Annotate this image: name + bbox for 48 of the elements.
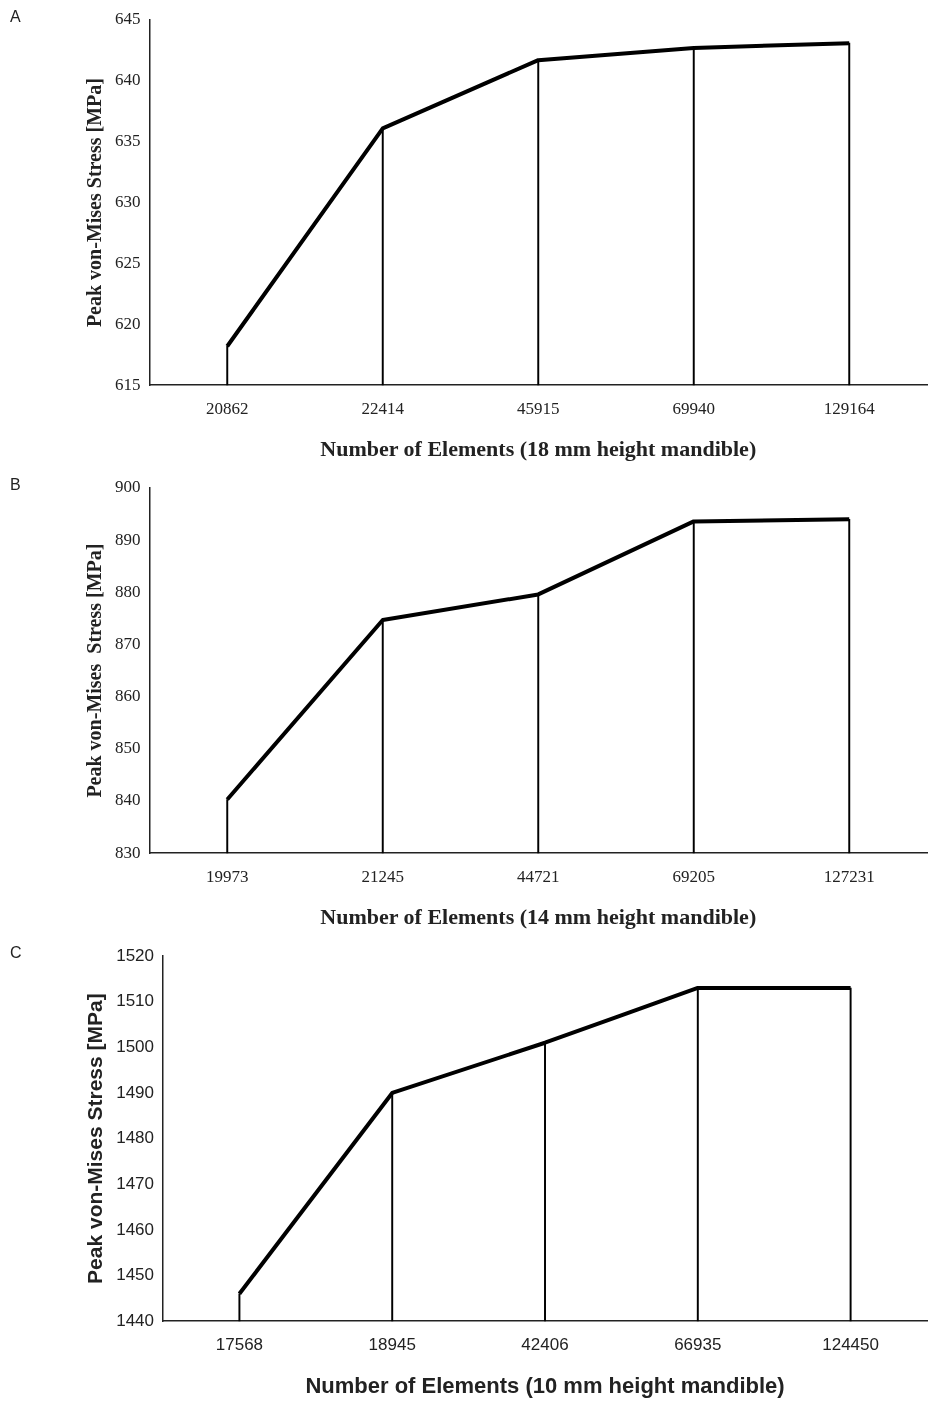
- x-tick-label: 44721: [517, 866, 560, 886]
- x-tick-label: 17568: [215, 1335, 264, 1355]
- x-tick-label: 20862: [206, 398, 249, 418]
- x-tick-label: 19973: [206, 866, 249, 886]
- x-axis-title: Number of Elements (14 mm height mandible): [320, 904, 757, 930]
- x-tick-label: 69940: [672, 398, 715, 418]
- x-tick-label: 124450: [822, 1335, 879, 1355]
- y-tick-label: 1440: [116, 1310, 155, 1330]
- y-tick-label: 625: [115, 252, 141, 272]
- y-tick-label: 1450: [116, 1265, 155, 1285]
- y-tick-label: 900: [115, 477, 141, 497]
- x-axis-title: Number of Elements (10 mm height mandible): [305, 1372, 785, 1398]
- y-tick-label: 890: [115, 529, 141, 549]
- x-tick-label: 18945: [368, 1335, 416, 1355]
- y-tick-label: 1490: [116, 1082, 155, 1102]
- x-tick-label: 127231: [823, 866, 875, 886]
- y-tick-label: 1470: [116, 1173, 155, 1193]
- x-tick-label: 69205: [672, 866, 715, 886]
- x-tick-label: 42406: [521, 1335, 569, 1355]
- y-axis-title: Peak von-Mises Stress [MPa]: [83, 78, 106, 328]
- y-tick-label: 1480: [116, 1128, 155, 1148]
- x-tick-label: 22414: [361, 398, 405, 418]
- y-tick-label: 1500: [116, 1036, 155, 1056]
- y-tick-label: 645: [115, 9, 141, 29]
- x-tick-label: 129164: [823, 398, 876, 418]
- x-tick-label: 45915: [517, 398, 560, 418]
- text: B: [10, 476, 21, 494]
- y-tick-label: 1510: [116, 991, 155, 1011]
- text: C: [10, 944, 22, 962]
- x-tick-label: 66935: [674, 1335, 722, 1355]
- y-tick-label: 615: [115, 374, 141, 394]
- y-tick-label: 840: [115, 790, 141, 810]
- y-tick-label: 850: [115, 738, 141, 758]
- y-tick-label: 830: [115, 842, 141, 862]
- y-tick-label: 635: [115, 131, 141, 151]
- text: A: [10, 8, 21, 26]
- y-axis-title: Peak von-Mises Stress [MPa]: [83, 993, 107, 1284]
- y-axis-title: Peak von-Mises Stress [MPa]: [83, 543, 106, 798]
- y-tick-label: 630: [115, 192, 141, 212]
- y-tick-label: 860: [115, 686, 141, 706]
- x-axis-title: Number of Elements (18 mm height mandible): [320, 436, 757, 462]
- y-tick-label: 870: [115, 633, 141, 653]
- y-tick-label: 1520: [116, 945, 155, 965]
- y-tick-label: 880: [115, 581, 141, 601]
- x-tick-label: 21245: [361, 866, 404, 886]
- y-tick-label: 1460: [116, 1219, 155, 1239]
- y-tick-label: 620: [115, 313, 141, 333]
- y-tick-label: 640: [115, 70, 141, 90]
